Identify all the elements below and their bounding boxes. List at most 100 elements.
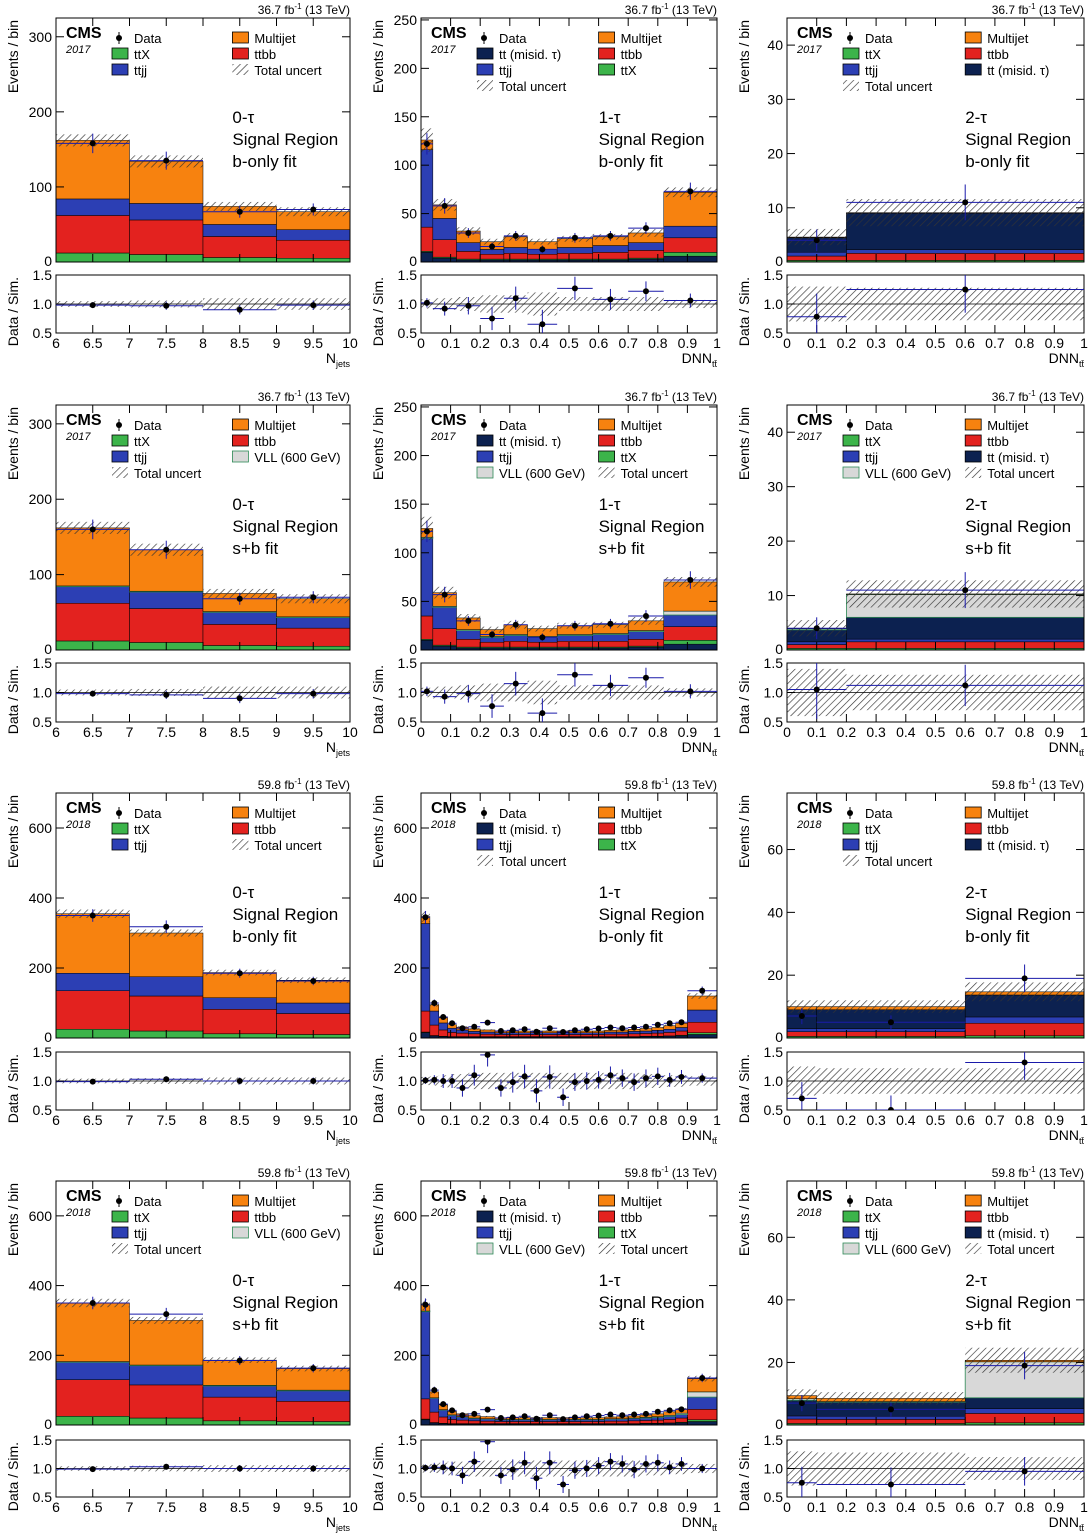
x-tick-label: 10 [342,1499,358,1515]
fit-label: b-only fit [599,152,664,171]
ratio-y-tick-label: 1.0 [398,685,418,701]
ratio-point [583,1078,590,1084]
x-tick-label: 0.5 [926,1499,946,1515]
data-point [678,1406,685,1413]
legend-label: tt (misid. τ) [499,434,561,449]
x-tick-label: 1 [1080,335,1088,351]
year-label: 2018 [430,819,456,831]
x-tick-label: 0.3 [866,1499,886,1515]
stack-group [787,964,1084,1038]
legend-label: ttbb [254,434,276,449]
bar-ttbb [421,1398,431,1420]
legend-uncert-swatch [232,64,249,75]
fit-label: b-only fit [232,152,297,171]
legend-label: ttbb [987,47,1009,62]
bar-ttjj [687,1396,717,1410]
data-point [521,1026,528,1033]
cms-label: CMS [66,1188,102,1205]
x-tick-label: 9 [273,1112,281,1128]
data-point [431,1000,438,1006]
bar-ttbb [530,1034,543,1037]
data-point [539,246,546,253]
ratio-y-tick-label: 1.0 [398,1073,418,1089]
data-point [666,1407,673,1414]
ratio-y-tick-label: 1.0 [398,1461,418,1477]
bar-ttbb [627,1420,641,1424]
bar-ttbb [479,1420,496,1424]
lumi-label: 59.8 fb-1 (13 TeV) [992,1165,1084,1180]
bar-ttbb [639,1033,653,1037]
x-tick-label: 0.9 [1045,724,1065,740]
x-tick-label: 9 [273,724,281,740]
legend-label: Total uncert [987,466,1055,481]
y-tick-label: 200 [29,104,53,120]
bar-ttbb [432,628,457,646]
legend-swatch [231,1210,249,1223]
x-tick-label: 8 [199,1499,207,1515]
bar-ttbb [56,215,130,254]
bar-ttjj [468,1031,481,1035]
ratio-point [571,1467,578,1474]
legend-swatch [964,418,982,431]
x-axis-title-main: DNN [682,1127,712,1143]
bar-ttjj [964,1016,1084,1024]
legend-label: Multijet [254,806,296,821]
data-point [813,625,820,632]
lumi-label: 36.7 fb-1 (13 TeV) [992,2,1084,17]
bar-ttjj [56,198,130,216]
bar-ttbb [129,995,204,1032]
x-axis-title-main: N [326,350,336,366]
ratio-point [887,1481,894,1488]
x-tick-label: 6.5 [83,335,103,351]
ratio-point [546,1459,553,1466]
legend-label: Multijet [254,418,296,433]
uncert-band [816,1000,966,1013]
data-point [699,1374,706,1381]
ratio-point [497,1084,504,1091]
uncert-band [480,1415,495,1418]
legend-swatch [964,450,982,463]
legend-label: Multijet [254,31,296,46]
legend-swatch [964,838,982,851]
legend-label: ttX [134,47,150,62]
x-axis-title-sub: tt̄ [712,748,718,758]
ratio-point [489,315,496,322]
data-point [89,912,96,919]
bar-ttjj [202,612,277,625]
legend-label: ttjj [499,1226,512,1241]
lumi-label: 59.8 fb-1 (13 TeV) [992,777,1084,792]
stack-group [421,128,717,262]
data-point [310,1365,317,1372]
bar-ttbb [421,615,434,640]
x-tick-label: 0.8 [1015,724,1035,740]
legend-swatch [476,434,494,447]
legend-label: tt (misid. τ) [499,822,561,837]
data-point [571,1027,578,1034]
x-tick-label: 0.3 [500,335,520,351]
data-point [489,631,496,638]
legend-label: tt (misid. τ) [987,1226,1049,1241]
legend-uncert-swatch [112,467,128,478]
legend-swatch [842,838,860,851]
bar-tt-misid- [663,643,717,650]
legend-swatch [111,63,129,76]
ratio-point [459,1472,466,1479]
data-point [509,1027,516,1034]
bar-ttbb [592,641,629,648]
bar-ttbb [56,1379,130,1417]
x-axis-title: Njets [326,1127,351,1146]
y-tick-label: 0 [775,1416,783,1432]
ratio-point [560,1481,567,1488]
x-tick-label: 0.2 [470,1112,490,1128]
bar-ttbb [787,1031,817,1037]
y-tick-label: 20 [767,533,783,549]
ratio-y-tick-label: 0.5 [33,714,53,730]
x-tick-label: 0.3 [500,724,520,740]
stack-group [421,516,717,650]
energy-label: (13 TeV) [302,1166,350,1180]
x-tick-label: 10 [342,724,358,740]
data-point [607,1411,614,1418]
x-tick-label: 0.2 [837,1112,857,1128]
bar-ttjj [129,1365,204,1386]
ratio-point [440,1464,447,1471]
